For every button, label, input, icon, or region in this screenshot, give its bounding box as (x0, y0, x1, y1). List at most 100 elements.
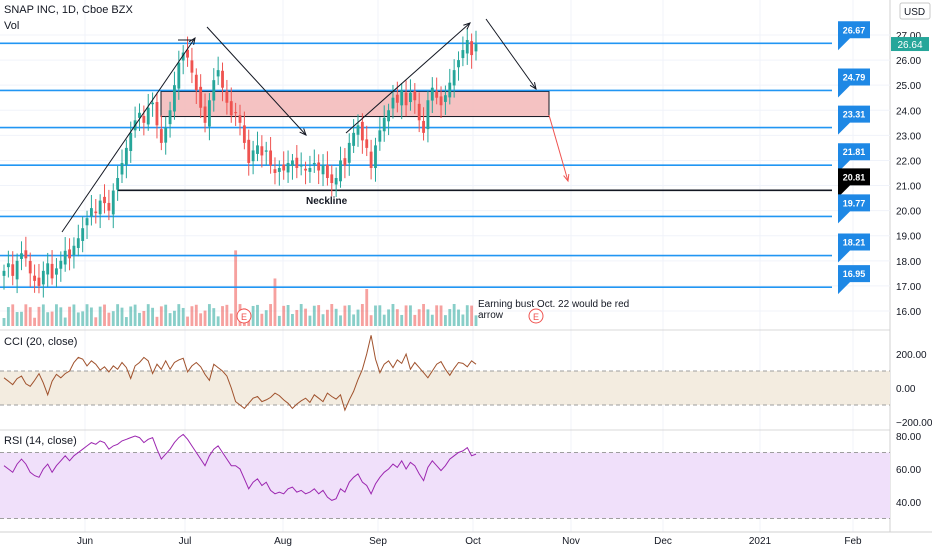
volume-bar (457, 309, 460, 326)
volume-bar (225, 304, 229, 326)
candle-body (116, 178, 120, 190)
candle-body (308, 167, 312, 172)
rsi-band (0, 452, 890, 519)
earnings-marker-2[interactable]: E (528, 308, 544, 324)
volume-bar (334, 308, 338, 326)
candle-body (286, 162, 290, 173)
level-labels: 26.67 24.79 23.31 21.81 20.81 19.77 18.21 16.95… (838, 21, 929, 295)
level-label-callout (838, 194, 870, 224)
candle-body (334, 178, 338, 185)
earnings-marker-1[interactable]: E (236, 308, 252, 324)
trend-arrow-head (299, 128, 307, 136)
candle-body (41, 270, 45, 285)
volume-bar (33, 317, 37, 326)
earnings-marker-circle (528, 308, 544, 324)
currency-box[interactable] (899, 2, 931, 20)
cci-tick-label: −200.00 (896, 418, 932, 429)
volume-bar (229, 313, 233, 326)
price-tick-label: 22.00 (896, 156, 921, 167)
candle-body (439, 96, 443, 106)
volume-bar (41, 304, 45, 326)
time-axis-labels: Jun Jul Aug Sep Oct Nov Dec 2021 Feb (77, 536, 862, 547)
price-tick-label: 16.00 (896, 307, 921, 318)
volume-bar (417, 309, 421, 326)
time-axis-label: Nov (562, 536, 580, 547)
volume-bar (325, 309, 329, 326)
level-label-callout (838, 21, 870, 51)
volume-bar (207, 304, 211, 326)
cci-band (0, 371, 890, 405)
candle-body (138, 112, 141, 118)
volume-bar (103, 304, 106, 326)
level-label-callout (838, 265, 870, 295)
candle-body (173, 85, 176, 112)
volume-bar (124, 317, 128, 326)
level-label: 19.77 (838, 194, 870, 224)
candle-body (291, 160, 294, 166)
candle-body (365, 139, 369, 148)
volume-bar (409, 305, 412, 326)
candle-body (68, 249, 71, 259)
level-label: 16.95 (838, 265, 870, 295)
cci-pane: 200.00 0.00 −200.00 (0, 335, 932, 429)
candle-body (129, 132, 133, 152)
candle-body (168, 110, 172, 125)
volume-bar (59, 307, 63, 326)
time-axis-label: 2021 (749, 536, 772, 547)
candle-body (317, 162, 321, 171)
volume-bar (277, 315, 281, 326)
vertical-gridlines (84, 0, 854, 532)
volume-bar (111, 311, 115, 326)
volume-bar (387, 309, 391, 326)
trend-arrow-line (485, 18, 537, 90)
candle-body (155, 102, 159, 126)
level-label-text: 18.21 (843, 238, 866, 248)
candle-body (452, 70, 456, 86)
level-label-callout (838, 68, 870, 98)
volume-bar (146, 304, 150, 326)
level-label: 23.31 (838, 105, 870, 135)
candle-body (216, 70, 220, 77)
level-label-text: 20.81 (843, 172, 866, 182)
level-label: 18.21 (838, 233, 870, 263)
volume-bar (177, 304, 181, 326)
candle-body (356, 125, 360, 135)
candle-body (273, 169, 277, 173)
time-axis-label: Aug (274, 536, 292, 547)
earnings-note-line2: arrow (478, 310, 504, 321)
volume-bar (304, 308, 307, 326)
candle-body (369, 151, 373, 168)
volume-bar (203, 310, 207, 326)
candle-body (221, 70, 224, 88)
candle-body (295, 157, 299, 168)
candle-body (391, 97, 395, 109)
candle-body (321, 165, 325, 175)
volume-bar (194, 304, 198, 326)
volume-bar (251, 305, 255, 326)
volume-bar (291, 313, 294, 326)
level-label-text: 21.81 (843, 147, 866, 157)
candle-body (142, 115, 146, 123)
level-label-callout (838, 105, 870, 135)
volume-bar (430, 314, 434, 326)
candle-body (387, 110, 391, 122)
volume-bar (299, 304, 303, 326)
candle-body (103, 196, 106, 204)
candle-body (76, 238, 80, 248)
time-axis-label: Dec (654, 536, 672, 547)
volume-bar (221, 306, 224, 326)
volume-bar (382, 314, 386, 326)
price-tick-label: 23.00 (896, 131, 921, 142)
level-label: 20.81 (838, 168, 870, 198)
volume-bar (46, 312, 50, 326)
candle-body (63, 250, 67, 265)
rsi-tick-label: 60.00 (896, 465, 921, 476)
volume-bar (395, 309, 399, 326)
time-axis-label: Jul (179, 536, 192, 547)
candle-body (417, 103, 421, 121)
candle-body (111, 190, 115, 215)
candle-body (20, 253, 23, 259)
resistance-zone (160, 90, 550, 118)
earnings-marker-text: E (241, 312, 247, 322)
rsi-pane: 80.00 60.00 40.00 (0, 432, 921, 519)
